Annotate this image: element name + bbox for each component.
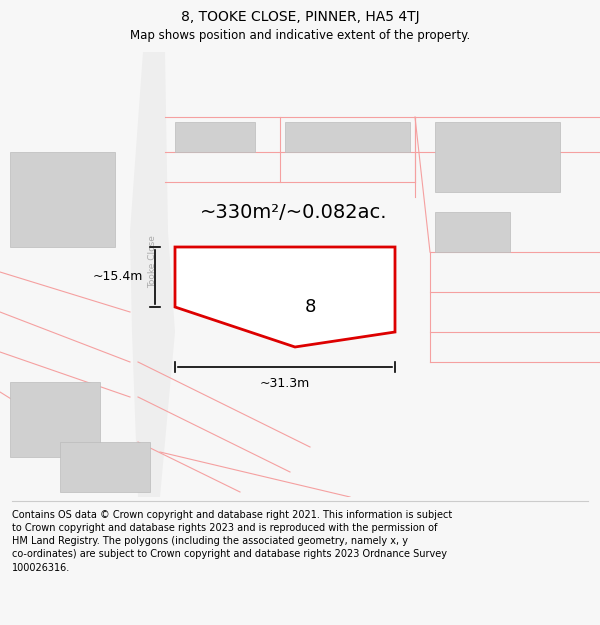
Polygon shape [175,247,395,347]
Polygon shape [285,122,410,152]
Text: ~31.3m: ~31.3m [260,377,310,390]
Polygon shape [10,152,115,247]
Text: Map shows position and indicative extent of the property.: Map shows position and indicative extent… [130,29,470,42]
Polygon shape [10,382,100,457]
Polygon shape [435,122,560,192]
Text: ~330m²/~0.082ac.: ~330m²/~0.082ac. [200,202,388,221]
Text: Tooke Close: Tooke Close [149,236,157,289]
Text: 8: 8 [304,298,316,316]
Polygon shape [175,122,255,152]
Text: 8, TOOKE CLOSE, PINNER, HA5 4TJ: 8, TOOKE CLOSE, PINNER, HA5 4TJ [181,11,419,24]
Text: ~15.4m: ~15.4m [92,271,143,284]
Polygon shape [130,52,175,497]
Text: Contains OS data © Crown copyright and database right 2021. This information is : Contains OS data © Crown copyright and d… [12,510,452,572]
Polygon shape [60,442,150,492]
Polygon shape [435,212,510,252]
